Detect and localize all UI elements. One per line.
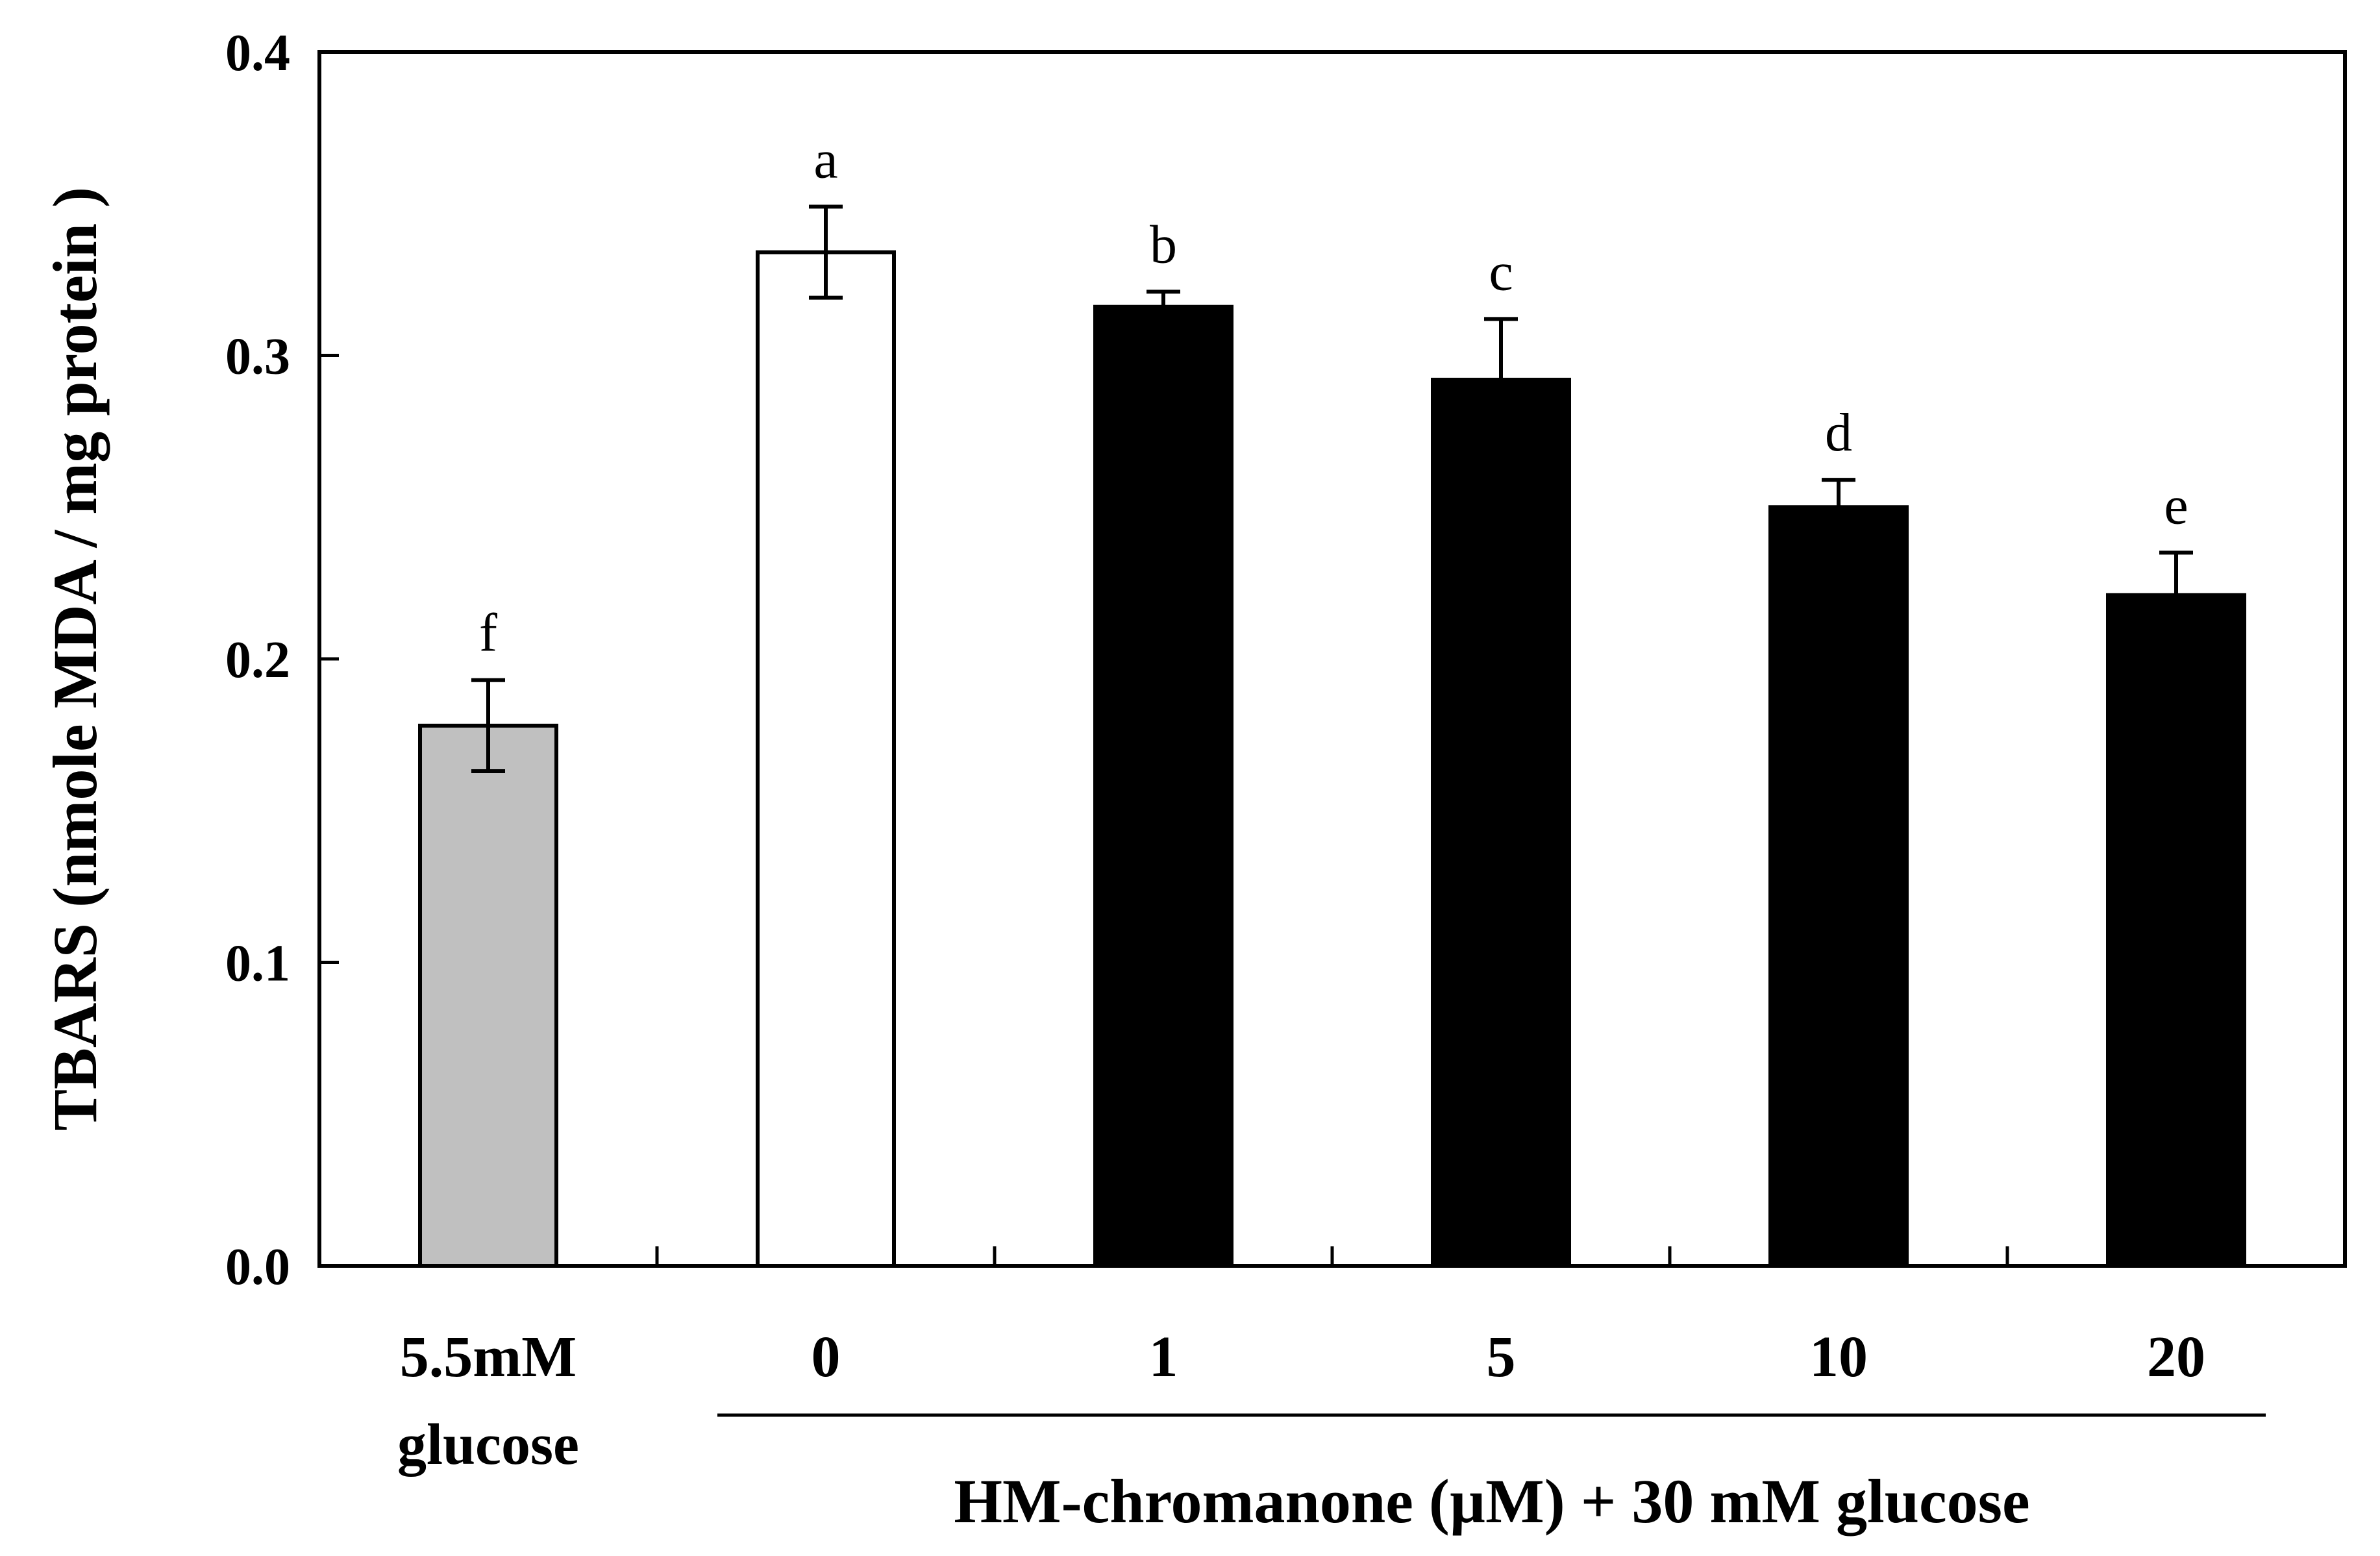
y-tick-label: 0.4 (225, 25, 290, 82)
bar (1093, 304, 1233, 1268)
significance-letter: c (1489, 241, 1513, 302)
significance-letter: e (2164, 475, 2188, 536)
significance-letter: f (479, 603, 497, 663)
x-category-label: 1 (1149, 1325, 1178, 1389)
y-tick-label: 0.0 (225, 1239, 290, 1296)
y-tick-label: 0.3 (225, 328, 290, 386)
bars-group (418, 250, 2246, 1268)
x-category-labels-group: 5.5mM glucose 0 1 5 10 20 (397, 1325, 2205, 1477)
error-bars-group (471, 204, 2193, 773)
bar (1431, 377, 1571, 1268)
y-ticks-group: 0.0 0.1 0.2 0.3 0.4 (225, 25, 339, 1296)
bar (1768, 505, 1909, 1268)
significance-letters-group: f a b c d e (479, 129, 2188, 663)
bar (756, 250, 896, 1268)
significance-letter: d (1825, 402, 1852, 463)
x-category-label-line2: glucose (397, 1413, 579, 1477)
x-category-label: 20 (2147, 1325, 2205, 1389)
x-category-label: 5.5mM (400, 1325, 576, 1389)
y-axis-title: TBARS (nmole MDA / mg protein ) (40, 187, 110, 1131)
significance-letter: b (1150, 214, 1177, 275)
y-tick-label: 0.1 (225, 935, 290, 993)
x-ticks-group (655, 1246, 2009, 1266)
bar (418, 723, 558, 1268)
x-category-label: 0 (812, 1325, 841, 1389)
x-category-label: 10 (1809, 1325, 1868, 1389)
plot-frame (317, 50, 2347, 1268)
x-axis-title: HM-chromanone (µM) + 30 mM glucose (954, 1466, 2029, 1536)
bar (2106, 593, 2246, 1268)
axes-group (317, 50, 2347, 1268)
significance-letter: a (813, 129, 837, 190)
x-category-label: 5 (1487, 1325, 1516, 1389)
y-tick-label: 0.2 (225, 632, 290, 689)
